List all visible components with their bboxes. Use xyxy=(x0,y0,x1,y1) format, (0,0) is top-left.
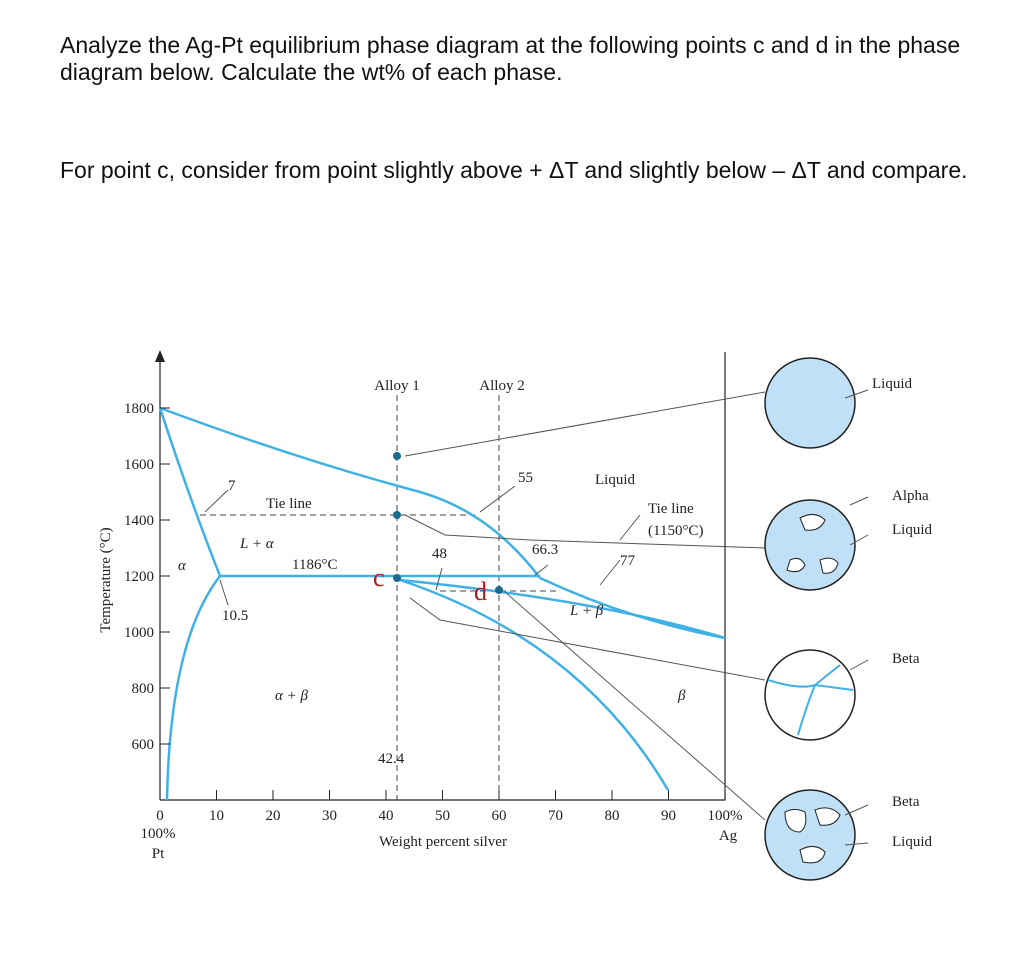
label: 48 xyxy=(432,546,447,562)
x-end-label: Ag xyxy=(719,828,738,844)
point-label: d xyxy=(474,577,487,606)
label: Liquid xyxy=(595,472,635,488)
arrow xyxy=(204,489,229,513)
x-tick-label: 0 xyxy=(156,808,164,824)
microstructure xyxy=(764,357,856,449)
label: L + α xyxy=(239,536,275,552)
arrow xyxy=(435,567,443,591)
solvus xyxy=(399,578,670,791)
connector xyxy=(504,591,766,821)
x-end-label: 100% xyxy=(141,826,176,842)
label: (1150°C) xyxy=(648,523,703,539)
label: 42.4 xyxy=(378,751,405,767)
point xyxy=(495,586,503,594)
label: 10.5 xyxy=(222,608,248,624)
x-tick-label: 50 xyxy=(435,808,450,824)
point xyxy=(393,574,401,582)
micro-label: Alpha xyxy=(892,488,929,504)
y-tick-label: 1400 xyxy=(124,513,154,529)
x-axis-label: Weight percent silver xyxy=(379,834,507,850)
label: α xyxy=(178,558,187,574)
x-end-label: 100% xyxy=(708,808,743,824)
x-tick-label: 70 xyxy=(548,808,563,824)
micro-label: Liquid xyxy=(872,376,912,392)
x-end-label: Pt xyxy=(152,846,165,862)
y-tick-label: 1800 xyxy=(124,401,154,417)
label: α + β xyxy=(275,688,308,704)
label: 1186°C xyxy=(292,557,337,573)
question-paragraph: Analyze the Ag-Pt equilibrium phase diag… xyxy=(60,32,961,85)
solidus xyxy=(158,407,222,577)
y-axis-label: Temperature (°C) xyxy=(98,527,114,632)
y-tick-label: 1600 xyxy=(124,457,154,473)
connector xyxy=(404,391,766,457)
grain xyxy=(786,514,839,574)
label: Tie line xyxy=(266,496,312,512)
liquidus xyxy=(159,406,541,579)
microstructure xyxy=(764,649,856,741)
x-tick-label: 40 xyxy=(379,808,394,824)
label: 66.3 xyxy=(532,542,558,558)
label: β xyxy=(677,688,686,704)
label: 55 xyxy=(518,470,533,486)
micro-label: Liquid xyxy=(892,522,932,538)
point xyxy=(393,511,401,519)
grain-boundary xyxy=(767,664,854,736)
y-tick-label: 800 xyxy=(132,681,155,697)
x-tick-label: 60 xyxy=(492,808,507,824)
label: Tie line xyxy=(648,501,694,517)
label: L + β xyxy=(569,603,604,619)
connector xyxy=(409,597,766,681)
x-tick-label: 30 xyxy=(322,808,337,824)
solvus xyxy=(165,575,221,801)
x-tick-label: 80 xyxy=(605,808,620,824)
y-tick-label: 1000 xyxy=(124,625,154,641)
arrow xyxy=(599,559,621,586)
label: Alloy 1 xyxy=(374,378,419,394)
connector xyxy=(404,514,766,549)
y-tick-label: 1200 xyxy=(124,569,154,585)
micro-label: Liquid xyxy=(892,834,932,850)
arrow xyxy=(219,579,229,606)
question-paragraph: For point c, consider from point slightl… xyxy=(60,157,968,183)
micro-label: Beta xyxy=(892,651,920,667)
label: 7 xyxy=(228,478,236,494)
point-label: c xyxy=(373,563,385,592)
microstructure xyxy=(764,789,856,881)
x-tick-label: 90 xyxy=(661,808,676,824)
x-tick-label: 10 xyxy=(209,808,224,824)
micro-label: Beta xyxy=(892,794,920,810)
microstructure xyxy=(764,499,856,591)
arrow xyxy=(619,514,641,541)
y-tick-label: 600 xyxy=(132,737,155,753)
arrow xyxy=(844,389,869,846)
x-axis xyxy=(160,352,726,801)
arrow xyxy=(479,485,516,513)
arrow xyxy=(534,564,549,576)
grain xyxy=(784,807,841,864)
label: Alloy 2 xyxy=(479,378,524,394)
point xyxy=(393,452,401,460)
axis-arrow xyxy=(155,350,165,362)
label: 77 xyxy=(620,553,636,569)
x-tick-label: 20 xyxy=(266,808,281,824)
solidus xyxy=(399,578,726,640)
